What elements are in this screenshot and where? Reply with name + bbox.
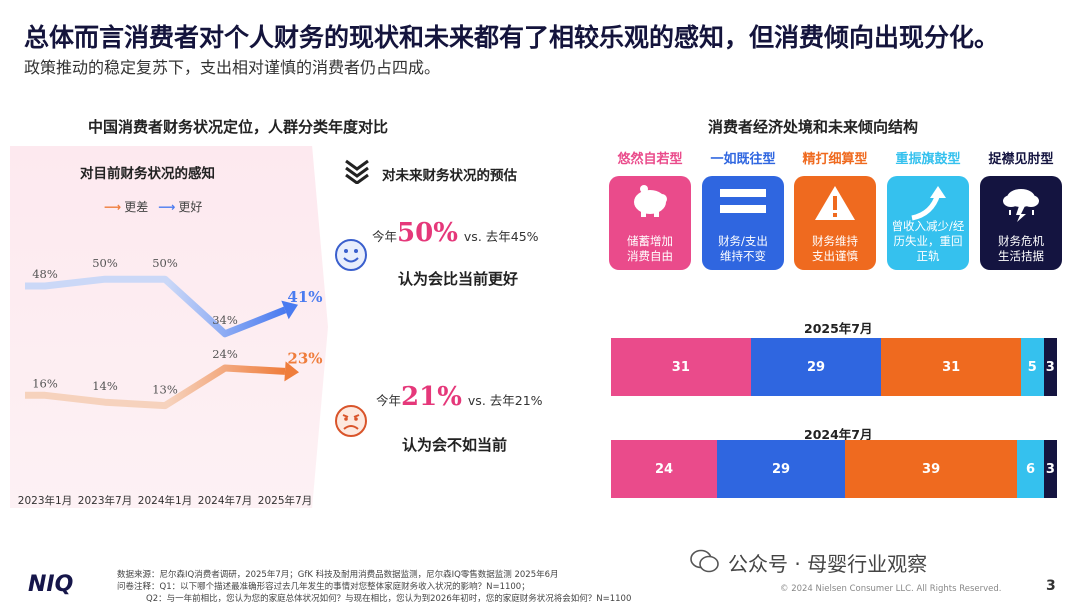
category-label: 重振旗鼓型 [895,152,961,167]
category-label: 一如既往型 [710,152,776,167]
data-label: 41% [287,288,322,306]
page-subtitle: 政策推动的稳定复苏下，支出相对谨慎的消费者仍占四成。 [24,58,441,77]
x-tick-label: 2023年7月 [78,494,132,507]
series-line-1 [25,275,287,338]
page-number: 3 [1046,578,1056,594]
category-description: 曾收入减少/经 历失业，重回 正轨 [891,219,965,263]
data-label: 13% [152,383,178,397]
data-label: 16% [32,376,58,390]
wechat-icon [690,548,720,574]
warning-icon [794,184,876,222]
data-label: 23% [287,349,322,367]
series-arrowhead-0 [284,361,299,382]
data-label: 24% [212,347,238,361]
rising-arrow-icon [887,184,969,222]
footer-copyright: © 2024 Nielsen Consumer LLC. All Rights … [780,584,1002,594]
footer-q2: Q2：与一年前相比，您认为您的家庭总体状况如何？与现在相比，您认为到2026年初… [146,594,632,604]
better-estimate-value: 50% [397,218,458,248]
stacked-bar-2025: 31 29 31 5 3 [611,338,1057,396]
worse-estimate-value: 21% [401,382,462,412]
footer-q1: 问卷注释：Q1：以下哪个描述最准确形容过去几年发生的事情对您整体家庭财务收入状况… [117,582,530,592]
bar-segment: 29 [750,338,882,396]
bar-segment: 29 [717,440,846,498]
bar-year-2025: 2025年7月 [804,321,873,336]
series-arrowhead-1 [281,300,298,320]
category-card: 曾收入减少/经 历失业，重回 正轨 [887,176,969,270]
future-estimate-title: 对未来财务状况的预估 [382,168,517,184]
x-tick-label: 2024年1月 [138,494,192,507]
stacked-bar-2024: 24 29 39 6 3 [611,440,1057,498]
data-label: 48% [32,267,58,281]
chart-legend: ⟶ 更差 ⟶ 更好 [104,198,202,215]
bar-segment: 5 [1021,338,1044,396]
category-card: 财务危机 生活拮据 [980,176,1062,270]
storm-cloud-icon [980,184,1062,222]
data-label: 50% [152,256,178,270]
bar-segment: 31 [881,338,1021,396]
better-estimate: 今年50% vs. 去年45% [372,218,539,248]
footer-source: 数据来源：尼尔森IQ消费者调研，2025年7月；GfK 科技及耐用消费品数据监测… [117,570,559,580]
equals-icon [702,184,784,218]
category-label: 捉襟见肘型 [988,152,1054,167]
page-title: 总体而言消费者对个人财务的现状和未来都有了相较乐观的感知，但消费倾向出现分化。 [24,23,1000,52]
watermark-text: 公众号 · 母婴行业观察 [728,552,928,576]
bar-segment: 6 [1017,440,1044,498]
category-label: 悠然自若型 [617,152,683,167]
category-description: 储蓄增加 消费自由 [627,234,673,263]
data-label: 34% [212,313,238,327]
category-card: 财务维持 支出谨慎 [794,176,876,270]
category-description: 财务/支出 维持不变 [718,234,768,263]
bar-segment: 3 [1043,440,1057,498]
category-description: 财务危机 生活拮据 [998,234,1044,263]
legend-better: ⟶ 更好 [158,200,203,214]
bar-segment: 24 [611,440,717,498]
data-label: 14% [92,379,118,393]
x-tick-label: 2025年7月 [258,494,312,507]
chevrons-down-icon [342,158,372,185]
bar-segment: 39 [845,440,1018,498]
data-label: 50% [92,256,118,270]
sad-face-icon [334,404,368,438]
left-chart-panel [10,146,328,508]
line-chart: 16% 14% 13% 24% 23% 48% 50% 50% 34% 41% 2023年1月 202… [18,256,323,507]
worse-estimate: 今年21% vs. 去年21% [376,382,543,412]
category-label: 精打细算型 [802,152,868,167]
category-description: 财务维持 支出谨慎 [812,234,858,263]
better-estimate-caption: 认为会比当前更好 [398,270,519,288]
piggy-bank-icon [609,184,691,218]
worse-estimate-caption: 认为会不如当前 [402,436,508,454]
x-tick-label: 2023年1月 [18,494,72,507]
bar-year-2024: 2024年7月 [804,427,873,442]
x-tick-label: 2024年7月 [198,494,252,507]
category-card: 储蓄增加 消费自由 [609,176,691,270]
bar-segment: 3 [1043,338,1057,396]
left-section-title: 中国消费者财务状况定位，人群分类年度对比 [88,118,389,136]
right-section-title: 消费者经济处境和未来倾向结构 [708,118,919,136]
smiley-face-icon [334,238,368,272]
category-card: 财务/支出 维持不变 [702,176,784,270]
chart-title: 对目前财务状况的感知 [80,166,215,182]
niq-logo: NIQ [28,572,74,597]
legend-worse: ⟶ 更差 [104,200,149,214]
bar-segment: 31 [611,338,751,396]
series-line-0 [25,364,286,410]
